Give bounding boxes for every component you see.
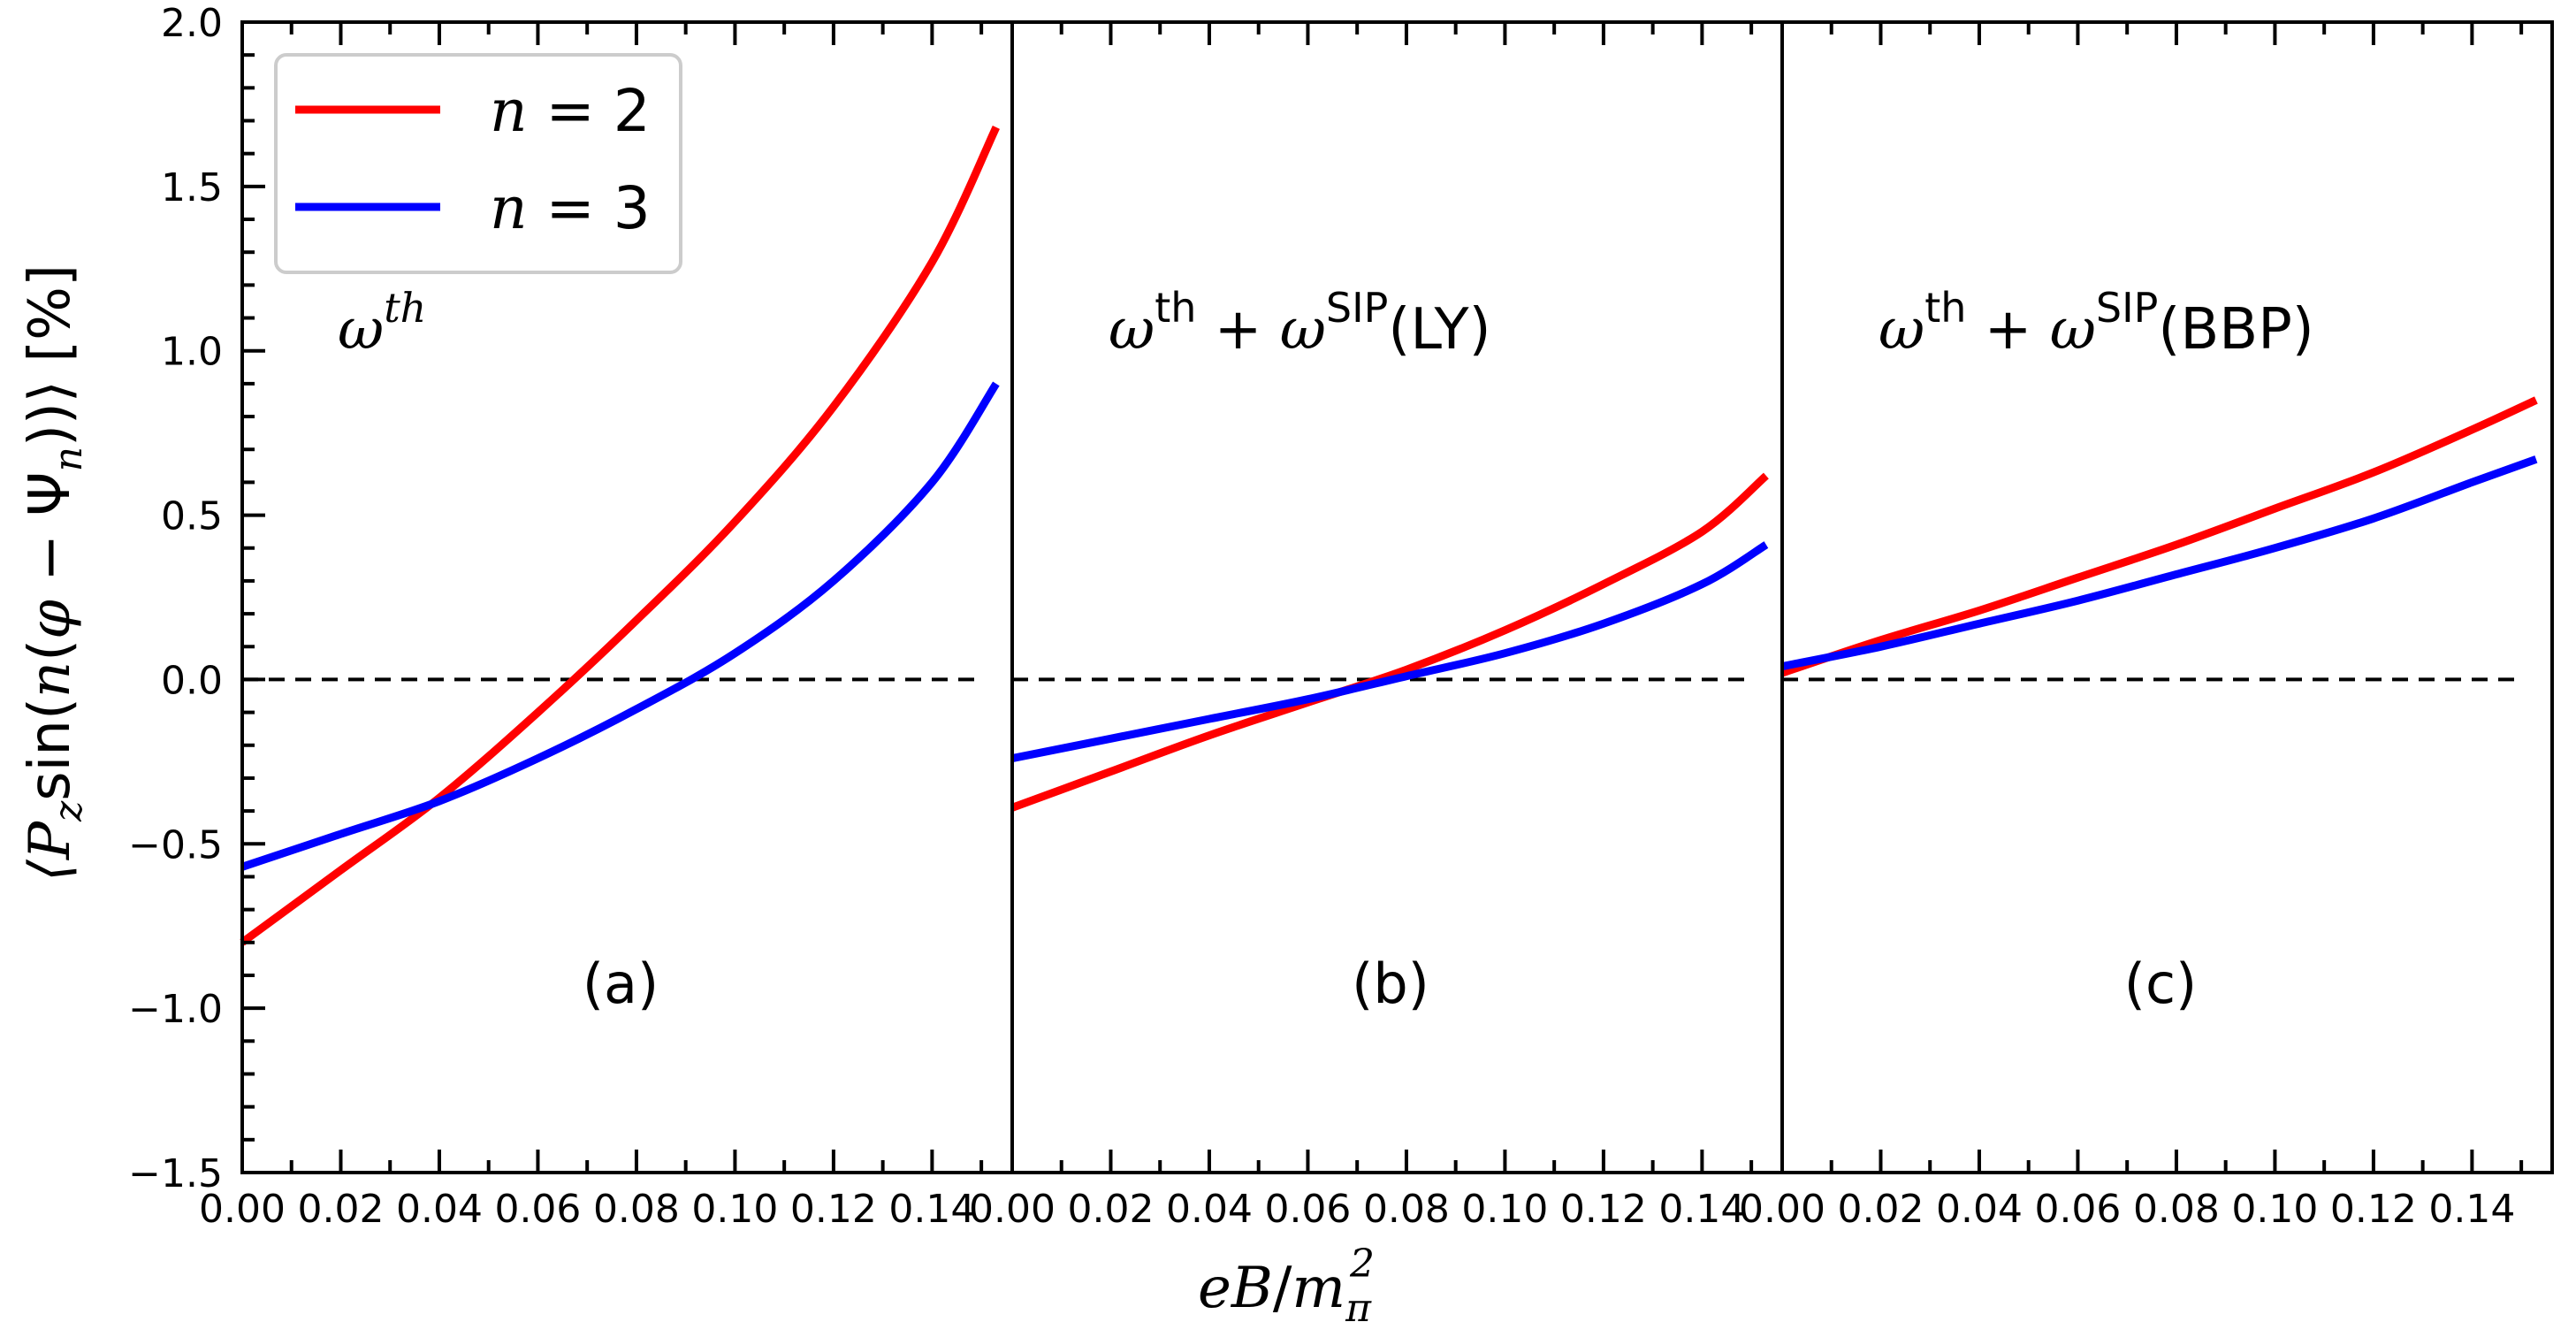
x-tick-label: 0.10 bbox=[691, 1187, 778, 1232]
x-tick-label: 0.06 bbox=[1264, 1187, 1351, 1232]
x-tick-label: 0.12 bbox=[1560, 1187, 1647, 1232]
x-tick-label: 0.12 bbox=[2330, 1187, 2417, 1232]
panel-b-label: (b) bbox=[1352, 951, 1429, 1016]
panel-frame bbox=[1780, 20, 2554, 1174]
panel-background bbox=[1782, 22, 2552, 1173]
x-tick-label: 0.02 bbox=[297, 1187, 384, 1232]
x-tick-label: 0.14 bbox=[1658, 1187, 1745, 1232]
series-line-n3 bbox=[1011, 541, 1769, 763]
x-tick-label: 0.14 bbox=[2428, 1187, 2515, 1232]
y-tick-label: −1.5 bbox=[128, 1151, 223, 1196]
x-tick-label: 0.06 bbox=[494, 1187, 581, 1232]
y-tick-label: −0.5 bbox=[128, 822, 223, 867]
x-tick-label: 0.00 bbox=[969, 1187, 1056, 1232]
legend: n = 2 n = 3 bbox=[274, 53, 682, 274]
x-tick-label: 0.00 bbox=[199, 1187, 286, 1232]
series-line-n3 bbox=[240, 381, 1000, 871]
x-tick-label: 0.02 bbox=[1067, 1187, 1154, 1232]
x-tick-label: 0.04 bbox=[396, 1187, 483, 1232]
panel-b-annotation: ωth + ωSIP(LY) bbox=[1109, 284, 1491, 363]
x-tick-label: 0.10 bbox=[2231, 1187, 2318, 1232]
x-tick-label: 0.00 bbox=[1739, 1187, 1825, 1232]
x-tick-label: 0.14 bbox=[888, 1187, 975, 1232]
ticks-layer: 0.00 0.02 0.04 0.06 0.08 0.10 0.12 0.140.00 0.02… bbox=[128, 1, 2524, 1232]
panel-a-annotation: ωth bbox=[338, 284, 426, 363]
y-tick-label: 1.0 bbox=[161, 330, 223, 375]
x-axis-label: eB/mπ2 bbox=[1198, 1242, 1375, 1322]
panel-c-label: (c) bbox=[2124, 951, 2197, 1016]
series-line-n2 bbox=[1780, 396, 2538, 677]
curves-layer bbox=[240, 125, 2538, 946]
panel-a-label: (a) bbox=[583, 951, 659, 1016]
series-line-n2 bbox=[240, 125, 1000, 946]
x-tick-label: 0.10 bbox=[1461, 1187, 1548, 1232]
x-tick-label: 0.08 bbox=[593, 1187, 680, 1232]
x-tick-label: 0.08 bbox=[1363, 1187, 1450, 1232]
y-tick-label: −1.0 bbox=[128, 987, 223, 1032]
y-axis-label: ⟨Pzsin(n(φ − Ψn))⟩ [%] bbox=[18, 264, 91, 882]
series-line-n3 bbox=[1781, 455, 2538, 671]
panel-background bbox=[1012, 22, 1782, 1173]
y-tick-label: 0.5 bbox=[161, 494, 223, 539]
x-tick-label: 0.04 bbox=[1166, 1187, 1253, 1232]
legend-label-n2: n = 2 bbox=[490, 77, 651, 145]
x-tick-label: 0.08 bbox=[2133, 1187, 2220, 1232]
y-tick-label: 2.0 bbox=[161, 1, 223, 46]
series-line-n2 bbox=[1010, 472, 1769, 812]
x-tick-label: 0.02 bbox=[1837, 1187, 1924, 1232]
x-tick-label: 0.06 bbox=[2034, 1187, 2121, 1232]
y-tick-label: 1.5 bbox=[161, 165, 223, 210]
y-tick-label: 0.0 bbox=[161, 658, 223, 703]
panel-c-annotation: ωth + ωSIP(BBP) bbox=[1879, 284, 2314, 363]
x-tick-label: 0.04 bbox=[1936, 1187, 2023, 1232]
x-tick-label: 0.12 bbox=[790, 1187, 877, 1232]
legend-label-n3: n = 3 bbox=[490, 174, 651, 242]
frames-layer bbox=[240, 20, 2554, 1174]
